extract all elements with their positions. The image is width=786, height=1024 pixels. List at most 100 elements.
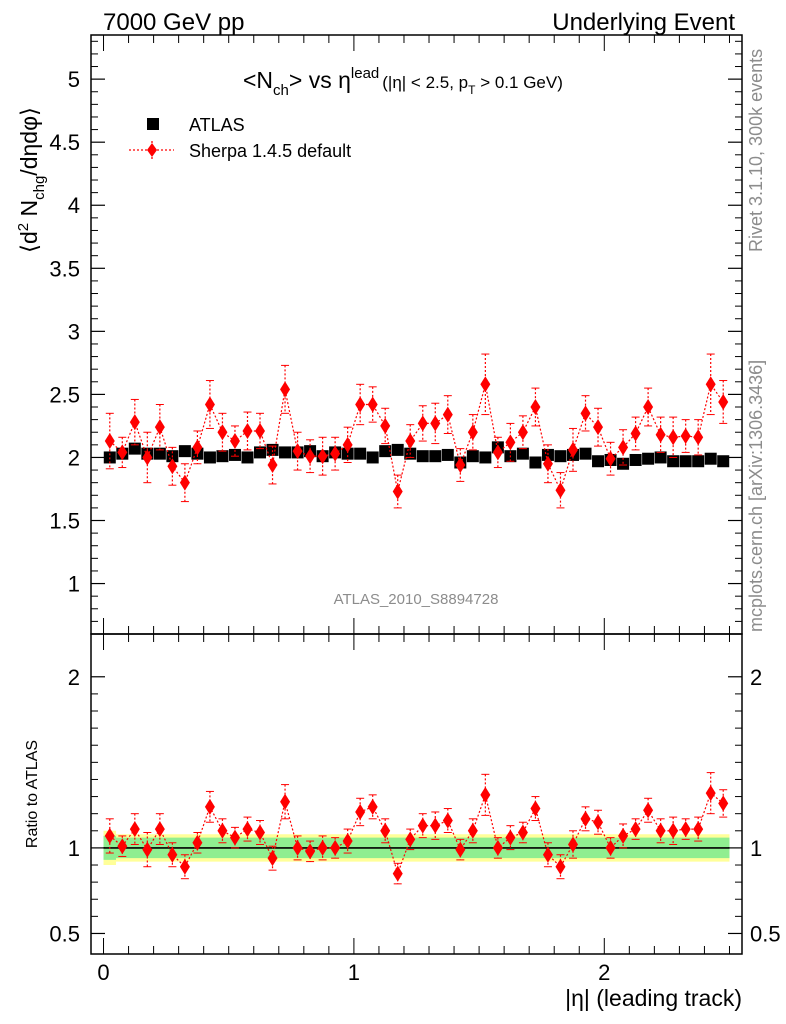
ratio-point xyxy=(655,822,666,839)
atlas-point xyxy=(379,445,392,458)
atlas-point xyxy=(254,446,267,459)
ratio-point xyxy=(305,843,316,860)
ratio-point xyxy=(330,839,341,856)
main-ytick-label: 5 xyxy=(68,67,80,92)
mc-point xyxy=(317,448,328,465)
mc-point xyxy=(430,415,441,432)
atlas-point xyxy=(704,452,717,465)
ratio-point xyxy=(117,838,128,855)
mc-point xyxy=(267,457,278,474)
atlas-point xyxy=(341,447,354,460)
ratio-point xyxy=(605,839,616,856)
atlas-point xyxy=(554,450,567,463)
ratio-point xyxy=(142,841,153,858)
ratio-point xyxy=(555,858,566,875)
ylabel-b: N xyxy=(16,200,42,223)
mc-point xyxy=(192,439,203,456)
title-cond-b: > 0.1 GeV) xyxy=(475,73,562,92)
ratio-point xyxy=(417,817,428,834)
mc-point xyxy=(305,448,316,465)
main-ytick-label: 3 xyxy=(68,319,80,344)
mc-point xyxy=(693,429,704,446)
ratio-point xyxy=(668,822,679,839)
atlas-point xyxy=(429,450,442,463)
ratio-point xyxy=(643,802,654,819)
atlas-point xyxy=(354,447,367,460)
ylabel-c: /dηdφ⟩ xyxy=(16,107,42,176)
atlas-point xyxy=(479,451,492,464)
mc-point xyxy=(217,424,228,441)
mc-point xyxy=(417,415,428,432)
ratio-point xyxy=(505,829,516,846)
legend-mc-marker xyxy=(147,143,157,157)
ratio-point xyxy=(317,839,328,856)
legend-atlas-label: ATLAS xyxy=(189,115,245,135)
main-ytick-label: 1 xyxy=(68,572,80,597)
title-cond-a: (|η| < 2.5, p xyxy=(382,73,468,92)
atlas-point xyxy=(153,447,166,460)
ratio-point xyxy=(154,821,165,838)
atlas-point xyxy=(579,447,592,460)
mc-point xyxy=(342,436,353,453)
legend-mc-label: Sherpa 1.4.5 default xyxy=(189,141,351,161)
ratio-point xyxy=(718,795,729,812)
ratio-point xyxy=(630,821,641,838)
main-ytick-label: 4.5 xyxy=(49,130,80,155)
ylabel-sup: 2 xyxy=(15,223,32,231)
ratio-point xyxy=(217,822,228,839)
ratio-point xyxy=(192,834,203,851)
atlas-point xyxy=(441,448,454,461)
ratio-point xyxy=(618,827,629,844)
mc-point xyxy=(154,419,165,436)
mc-point xyxy=(718,393,729,410)
mc-point xyxy=(292,443,303,460)
atlas-point xyxy=(667,455,680,468)
ratio-point xyxy=(455,841,466,858)
ratio-point xyxy=(593,814,604,831)
mc-point xyxy=(643,399,654,416)
atlas-point xyxy=(466,450,479,463)
atlas-point xyxy=(203,451,216,464)
mc-series-line xyxy=(109,382,724,492)
ratio-point xyxy=(342,833,353,850)
ratio-point xyxy=(204,798,215,815)
ratio-point xyxy=(292,839,303,856)
ratio-point xyxy=(405,831,416,848)
mc-point xyxy=(117,444,128,461)
ratio-point xyxy=(267,850,278,867)
atlas-point xyxy=(516,447,529,460)
main-ylabel: ⟨d2 Nchg/dηdφ⟩ xyxy=(15,107,48,253)
mc-point xyxy=(392,483,403,500)
main-ticks: 1 1.5 2 2.5 3 3.5 4 4.5 5 xyxy=(49,35,742,634)
xtick-label: 2 xyxy=(598,960,610,985)
atlas-point xyxy=(692,455,705,468)
ratio-point xyxy=(517,824,528,841)
mc-point xyxy=(229,433,240,450)
ratio-point xyxy=(480,786,491,803)
mc-point xyxy=(330,445,341,462)
ratio-point xyxy=(542,846,553,863)
mc-point xyxy=(455,457,466,474)
ratio-point xyxy=(580,810,591,827)
mc-point xyxy=(542,455,553,472)
main-ytick-label: 2.5 xyxy=(49,382,80,407)
mc-point xyxy=(580,405,591,422)
ratio-ytick-label: 0.5 xyxy=(49,921,80,946)
mc-point xyxy=(618,439,629,456)
main-ytick-label: 2 xyxy=(68,445,80,470)
ratio-marks xyxy=(103,772,730,885)
atlas-point xyxy=(654,451,667,464)
atlas-point xyxy=(679,455,692,468)
ratio-point xyxy=(705,785,716,802)
mcplots-label: mcplots.cern.ch [arXiv:1306.3436] xyxy=(746,360,766,632)
main-ytick-label: 1.5 xyxy=(49,509,80,534)
ratio-point xyxy=(229,829,240,846)
title-main-sup: lead xyxy=(351,65,379,82)
ratio-ytick-label: 2 xyxy=(68,665,80,690)
mc-point xyxy=(480,376,491,393)
ratio-point xyxy=(104,827,115,844)
atlas-point xyxy=(642,452,655,465)
ratio-point xyxy=(280,793,291,810)
atlas-point xyxy=(541,448,554,461)
